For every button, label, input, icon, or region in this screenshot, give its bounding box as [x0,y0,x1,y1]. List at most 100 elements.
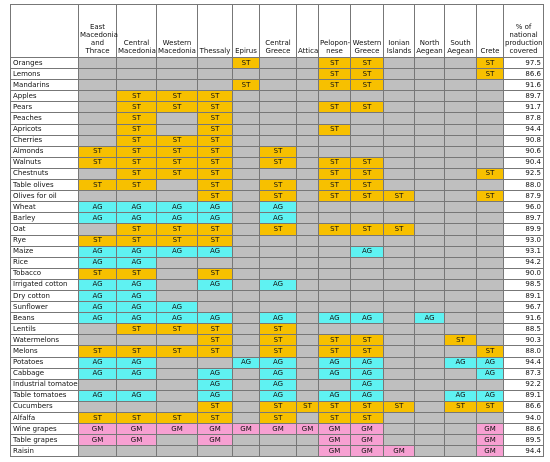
region-cell [232,134,260,147]
region-cell [296,411,319,425]
region-cell [156,434,198,447]
region-cell [78,90,117,103]
region-cell: GM [318,423,351,436]
region-cell [414,267,445,280]
region-cell: AG [78,212,117,225]
region-cell [318,234,351,247]
region-cell: ST [197,101,233,114]
region-cell [296,212,319,225]
region-cell: AG [318,356,351,369]
region-cell [414,56,445,70]
region-cell [197,68,233,81]
region-cell [78,378,117,391]
region-cell [296,312,319,325]
region-cell [78,223,117,236]
region-cell [383,334,415,347]
region-cell [350,234,384,247]
region-cell [78,68,117,81]
region-cell [232,179,260,192]
region-cell: AG [259,367,297,380]
region-cell [383,101,415,114]
region-cell: ST [197,112,233,125]
region-cell: AG [259,389,297,402]
region-cell: AG [78,312,117,325]
region-cell [383,378,415,391]
percent-cell: 88.0 [503,179,544,192]
table-row: Lentils ST ST ST ST 88.5 [10,323,544,336]
region-cell: ST [78,145,117,158]
region-cell: AG [259,278,297,291]
region-cell [116,68,157,81]
region-cell: ST [259,400,297,414]
region-cell [476,334,504,347]
region-cell [318,256,351,269]
region-cell: ST [318,223,351,236]
region-cell: AG [78,367,117,380]
region-cell: AG [350,356,384,369]
region-cell [156,267,198,280]
crop-name: Apricots [10,123,79,136]
region-cell [444,289,477,303]
region-cell [78,79,117,92]
region-cell: ST [116,234,157,247]
percent-cell: 86.6 [503,68,544,81]
percent-cell: 88.5 [503,323,544,336]
region-cell: ST [350,345,384,358]
region-cell: ST [156,411,198,425]
crop-name: Chestnuts [10,167,79,181]
region-cell [78,334,117,347]
region-cell: GM [476,445,504,458]
region-cell [350,278,384,291]
table-row: Watermelons ST ST ST ST ST 90.3 [10,334,544,347]
region-cell [232,289,260,303]
region-cell: AG [156,212,198,225]
region-cell [444,301,477,314]
region-cell [259,112,297,125]
region-cell [414,68,445,81]
region-cell [259,234,297,247]
region-cell: AG [78,289,117,303]
region-cell: GM [259,423,297,436]
region-cell [156,56,198,70]
region-cell: ST [318,56,351,70]
region-cell [318,267,351,280]
region-cell [197,56,233,70]
region-cell [116,56,157,70]
region-cell: ST [318,156,351,169]
region-cell [444,223,477,236]
region-cell: ST [197,234,233,247]
region-cell [318,289,351,303]
crop-name: Melons [10,345,79,358]
region-cell [232,90,260,103]
region-cell: AG [197,367,233,380]
region-cell [383,245,415,258]
crop-name: Industrial tomatoes [10,378,79,391]
crop-name: Beans [10,312,79,325]
region-cell [414,378,445,391]
region-cell [156,68,198,81]
region-cell: ST [116,112,157,125]
region-cell [296,123,319,136]
region-cell [444,278,477,291]
region-cell [444,267,477,280]
table-row: Potatoes AG AG AG AG AG AG AG AG 94.4 [10,356,544,369]
region-cell [350,134,384,147]
region-cell [383,201,415,214]
region-cell: ST [259,156,297,169]
region-cell [296,56,319,70]
header-row: East Macedonia and Thrace Central Macedon… [10,4,544,58]
percent-cell: 94.4 [503,356,544,369]
region-cell [296,267,319,280]
table-row: Apricots ST ST ST 94.4 [10,123,544,136]
region-cell [444,212,477,225]
region-cell: AG [350,389,384,402]
region-cell [232,312,260,325]
region-cell [78,112,117,125]
region-cell [197,356,233,369]
region-cell [232,223,260,236]
region-cell: GM [78,423,117,436]
region-cell [156,190,198,203]
region-cell [232,400,260,414]
region-cell: ST [350,167,384,181]
region-cell: AG [78,278,117,291]
